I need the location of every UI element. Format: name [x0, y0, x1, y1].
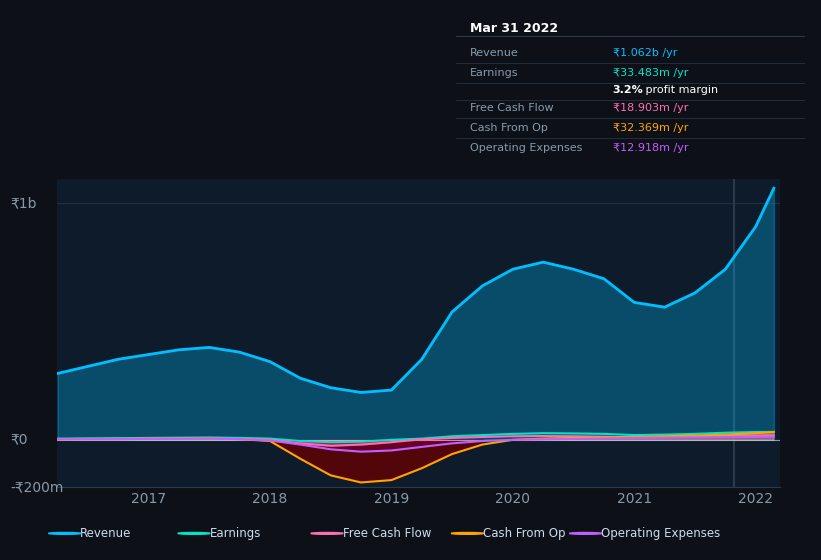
Text: ₹18.903m /yr: ₹18.903m /yr — [612, 103, 688, 113]
Text: -₹200m: -₹200m — [11, 480, 64, 494]
Circle shape — [569, 533, 602, 534]
Text: Cash From Op: Cash From Op — [483, 527, 566, 540]
Text: profit margin: profit margin — [642, 85, 718, 95]
Text: ₹32.369m /yr: ₹32.369m /yr — [612, 123, 688, 133]
Text: Earnings: Earnings — [470, 68, 518, 78]
Text: Free Cash Flow: Free Cash Flow — [342, 527, 431, 540]
Circle shape — [452, 533, 484, 534]
Text: ₹1b: ₹1b — [11, 196, 37, 210]
Text: Cash From Op: Cash From Op — [470, 123, 548, 133]
Text: ₹12.918m /yr: ₹12.918m /yr — [612, 143, 688, 153]
Text: ₹1.062b /yr: ₹1.062b /yr — [612, 48, 677, 58]
Text: Earnings: Earnings — [209, 527, 261, 540]
Text: Mar 31 2022: Mar 31 2022 — [470, 22, 557, 35]
Text: Revenue: Revenue — [80, 527, 131, 540]
Text: Operating Expenses: Operating Expenses — [470, 143, 582, 153]
Circle shape — [48, 533, 81, 534]
Circle shape — [178, 533, 210, 534]
Text: Revenue: Revenue — [470, 48, 518, 58]
Text: ₹0: ₹0 — [11, 433, 28, 447]
Text: ₹33.483m /yr: ₹33.483m /yr — [612, 68, 688, 78]
Text: Operating Expenses: Operating Expenses — [601, 527, 720, 540]
Text: 3.2%: 3.2% — [612, 85, 644, 95]
Text: Free Cash Flow: Free Cash Flow — [470, 103, 553, 113]
Circle shape — [310, 533, 343, 534]
